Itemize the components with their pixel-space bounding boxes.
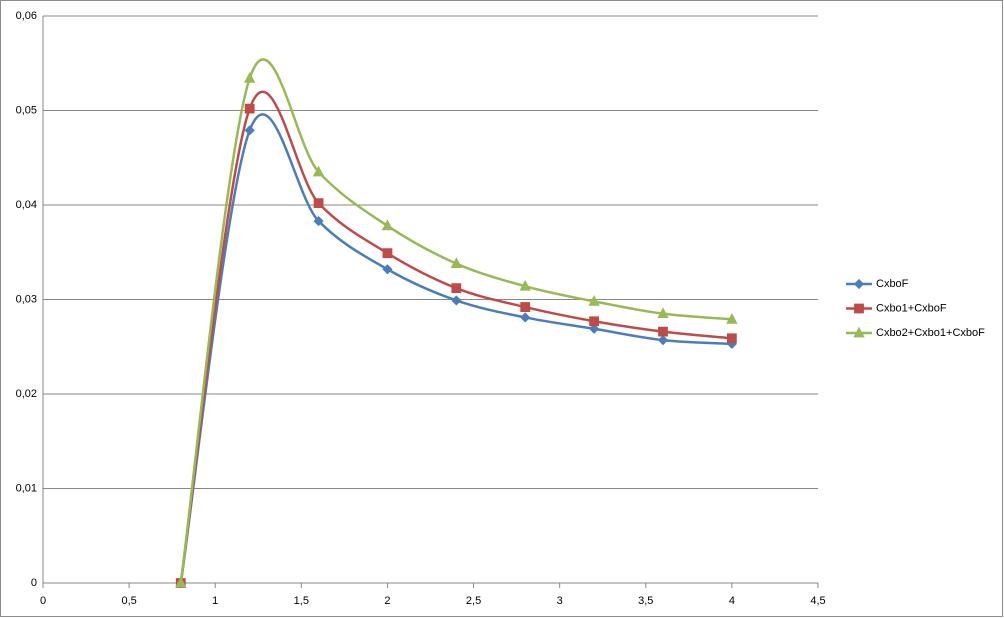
legend-label: Cxbo2+Cxbo1+CxboF	[876, 327, 985, 339]
x-tick-label: 3,5	[638, 595, 653, 607]
y-tick-label: 0,06	[16, 10, 37, 22]
marker	[726, 333, 737, 344]
marker	[451, 283, 462, 294]
y-tick-label: 0,05	[16, 104, 37, 116]
y-tick-label: 0,01	[16, 482, 37, 494]
marker	[175, 576, 187, 588]
marker	[657, 307, 669, 319]
x-tick-label: 1,5	[294, 595, 309, 607]
marker	[588, 295, 600, 306]
marker	[520, 302, 531, 312]
marker	[657, 335, 669, 346]
legend-label: Cxbo1+CxboF	[876, 302, 947, 314]
marker	[520, 312, 531, 323]
x-tick-label: 1	[212, 595, 218, 607]
marker	[312, 165, 325, 177]
legend-marker	[853, 326, 865, 338]
legend-marker	[854, 303, 864, 314]
marker	[382, 248, 393, 259]
marker	[589, 316, 600, 327]
marker	[726, 312, 738, 324]
x-tick-label: 2,5	[466, 595, 481, 607]
marker	[244, 103, 255, 114]
legend-marker	[853, 278, 865, 290]
marker	[381, 219, 394, 231]
marker	[589, 323, 600, 334]
y-tick-label: 0	[31, 577, 37, 589]
y-tick-label: 0,02	[16, 388, 37, 400]
marker	[244, 72, 256, 83]
marker	[658, 326, 668, 337]
x-tick-label: 0	[40, 595, 46, 607]
marker	[313, 198, 324, 209]
marker	[313, 215, 324, 227]
marker	[519, 279, 531, 291]
legend-label: CxboF	[876, 278, 909, 290]
y-tick-label: 0,03	[16, 293, 37, 305]
marker	[451, 295, 462, 306]
x-tick-label: 4,5	[810, 595, 825, 607]
marker	[450, 257, 462, 268]
marker	[382, 264, 393, 275]
x-tick-label: 2	[384, 595, 390, 607]
x-tick-label: 4	[729, 595, 735, 607]
x-tick-label: 0,5	[121, 595, 136, 607]
y-tick-label: 0,04	[16, 199, 37, 211]
marker	[244, 125, 255, 136]
x-tick-label: 3	[557, 595, 563, 607]
